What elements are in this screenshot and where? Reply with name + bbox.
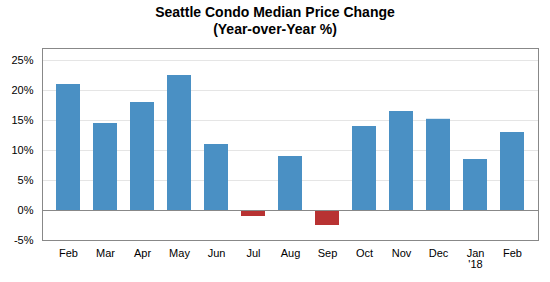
svg-text:25%: 25%	[11, 54, 33, 66]
svg-text:Sep: Sep	[318, 247, 338, 259]
svg-text:Jul: Jul	[246, 247, 260, 259]
svg-text:Dec: Dec	[429, 247, 449, 259]
svg-text:5%: 5%	[18, 174, 34, 186]
svg-text:Feb: Feb	[503, 247, 522, 259]
svg-text:Oct: Oct	[356, 247, 373, 259]
svg-text:Nov: Nov	[392, 247, 412, 259]
svg-text:Jan: Jan	[466, 247, 485, 260]
html-text:(Year-over-Year %): (Year-over-Year %)	[213, 21, 337, 37]
svg-text:'18: '18	[468, 258, 482, 270]
svg-text:20%: 20%	[11, 84, 33, 96]
svg-text:10%: 10%	[11, 144, 33, 156]
svg-text:Mar: Mar	[96, 247, 115, 259]
svg-text:Jun: Jun	[208, 247, 226, 259]
svg-text:May: May	[169, 247, 190, 259]
svg-text:Aug: Aug	[281, 247, 301, 259]
svg-text:15%: 15%	[11, 114, 33, 126]
html-text:Seattle Condo Median Price Cha: Seattle Condo Median Price Change	[155, 4, 395, 20]
svg-text:0%: 0%	[18, 204, 34, 216]
svg-text:-5%: -5%	[14, 234, 34, 246]
svg-text:Apr: Apr	[134, 247, 151, 259]
svg-text:Feb: Feb	[59, 247, 78, 259]
